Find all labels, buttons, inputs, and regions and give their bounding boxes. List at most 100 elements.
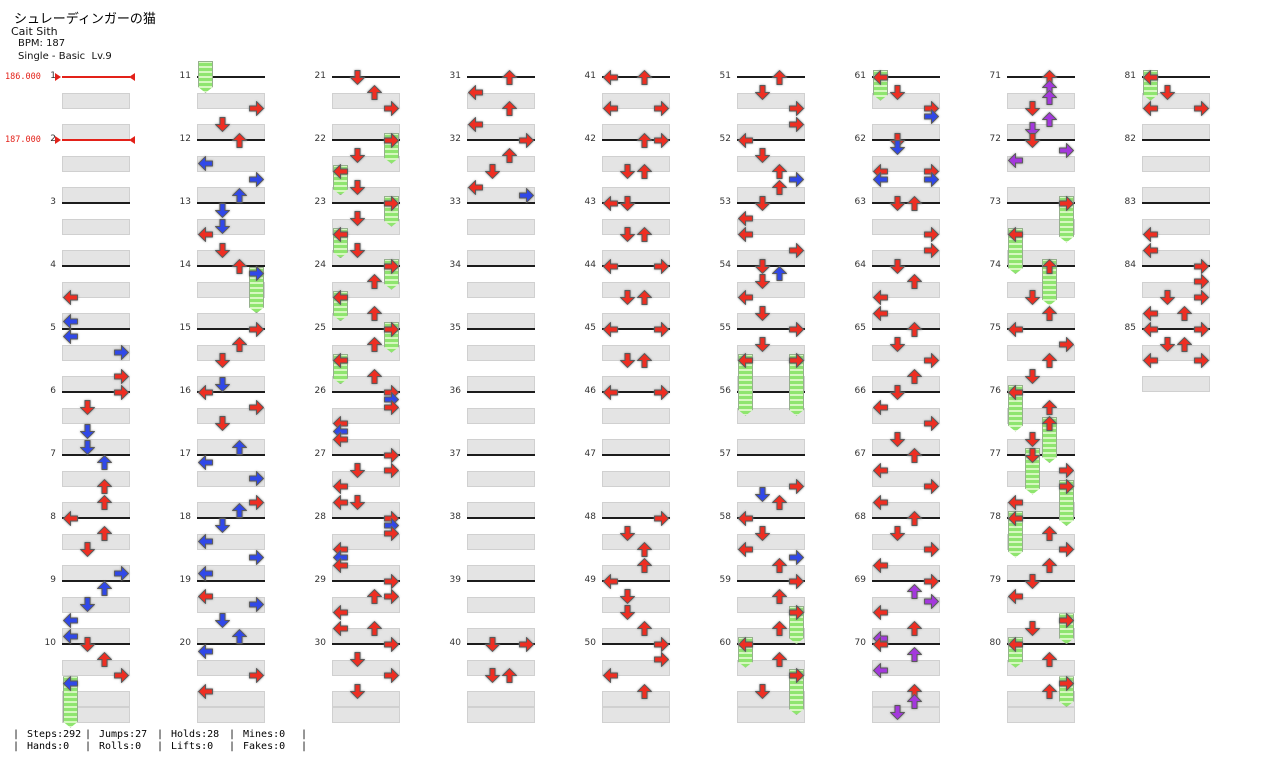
- measure-line: [1142, 265, 1210, 267]
- step-arrow-u-icon: [232, 258, 247, 274]
- measure-number: 57: [719, 449, 731, 459]
- stat-lifts: Lifts:0: [171, 741, 214, 752]
- beat-box: [872, 691, 940, 707]
- beat-box: [737, 470, 805, 487]
- step-arrow-d-icon: [890, 337, 905, 353]
- step-arrow-r-icon: [384, 321, 399, 337]
- beat-box: [332, 344, 400, 361]
- beat-box: [1142, 92, 1210, 109]
- beat-box: [872, 344, 940, 361]
- measure-number: 26: [314, 386, 326, 396]
- beat-box: [332, 250, 400, 266]
- step-arrow-d-icon: [215, 376, 230, 392]
- beat-box: [332, 691, 400, 707]
- step-arrow-l-icon: [333, 479, 348, 494]
- measure-line: [467, 328, 535, 330]
- step-arrow-r-icon: [789, 605, 804, 620]
- measure-line: [737, 76, 805, 78]
- beat-box: [872, 439, 940, 455]
- beat-box: [62, 596, 130, 613]
- step-arrow-r-icon: [1059, 612, 1074, 628]
- step-arrow-l-icon: [63, 313, 78, 329]
- step-arrow-r-icon: [249, 494, 264, 510]
- measure-line: [1142, 328, 1210, 330]
- step-arrow-d-icon: [1025, 101, 1040, 116]
- measure-line: [872, 580, 940, 582]
- beat-box: [467, 124, 535, 140]
- measure-number: 78: [989, 512, 1001, 522]
- step-arrow-d-icon: [890, 132, 905, 148]
- step-arrow-r-icon: [384, 526, 399, 542]
- step-arrow-d-icon: [350, 179, 365, 195]
- measure-line: [602, 265, 670, 267]
- measure-number: 53: [719, 197, 731, 207]
- hold-note-body: [1042, 259, 1057, 306]
- measure-number: 56: [719, 386, 731, 396]
- step-arrow-r-icon: [1059, 675, 1074, 691]
- bpm-marker-left-arrow-icon: [55, 73, 61, 81]
- measure-line: [62, 517, 130, 519]
- measure-line: [1007, 139, 1075, 141]
- measure-number: 2: [50, 134, 56, 144]
- beat-box: [62, 250, 130, 266]
- measure-number: 15: [179, 323, 191, 333]
- beat-box: [62, 92, 130, 109]
- measure-line: [332, 202, 400, 204]
- stats-separator: |: [13, 729, 20, 740]
- beat-box: [197, 344, 265, 361]
- measure-line: [872, 643, 940, 645]
- step-arrow-d-icon: [350, 148, 365, 164]
- measure-line: [737, 580, 805, 582]
- beat-box: [1007, 187, 1075, 203]
- step-arrow-u-icon: [907, 368, 922, 384]
- beat-box: [197, 659, 265, 676]
- measure-number: 44: [584, 260, 596, 270]
- step-arrow-d-icon: [755, 85, 770, 101]
- beat-box: [62, 407, 130, 424]
- measure-number: 50: [584, 638, 596, 648]
- step-arrow-r-icon: [654, 132, 669, 148]
- measure-line: [332, 580, 400, 582]
- step-arrow-d-icon: [1160, 337, 1175, 353]
- step-arrow-r-icon: [789, 321, 804, 337]
- beat-box: [602, 707, 670, 723]
- beat-box: [737, 565, 805, 581]
- step-arrow-l-icon: [873, 290, 888, 305]
- step-arrow-r-icon: [924, 242, 939, 258]
- step-arrow-l-icon: [603, 573, 618, 589]
- measure-number: 13: [179, 197, 191, 207]
- step-arrow-l-icon: [1143, 321, 1158, 337]
- step-arrow-u-icon: [1042, 652, 1057, 668]
- step-arrow-l-icon: [63, 628, 78, 644]
- step-arrow-l-icon: [333, 557, 348, 573]
- step-arrow-d-icon: [350, 69, 365, 85]
- beat-box: [332, 218, 400, 235]
- measure-line: [197, 328, 265, 330]
- step-arrow-r-icon: [924, 479, 939, 494]
- step-arrow-d-icon: [755, 148, 770, 164]
- measure-line: [602, 139, 670, 141]
- measure-line: [1007, 76, 1075, 78]
- measure-number: 84: [1124, 260, 1136, 270]
- step-arrow-r-icon: [654, 384, 669, 400]
- beat-box: [197, 92, 265, 109]
- step-arrow-u-icon: [772, 69, 787, 85]
- beat-box: [1007, 707, 1075, 723]
- step-arrow-r-icon: [249, 321, 264, 337]
- step-arrow-r-icon: [1059, 479, 1074, 494]
- step-arrow-r-icon: [384, 589, 399, 605]
- measure-line: [1007, 391, 1075, 393]
- step-arrow-u-icon: [1042, 526, 1057, 542]
- beat-box: [467, 281, 535, 298]
- step-arrow-r-icon: [519, 187, 534, 203]
- beat-box: [62, 281, 130, 298]
- step-arrow-l-icon: [198, 644, 213, 660]
- beat-box: [602, 281, 670, 298]
- measure-number: 42: [584, 134, 596, 144]
- step-arrow-r-icon: [1194, 274, 1209, 290]
- beat-box: [62, 218, 130, 235]
- measure-line: [872, 265, 940, 267]
- step-arrow-r-icon: [654, 101, 669, 116]
- beat-box: [62, 187, 130, 203]
